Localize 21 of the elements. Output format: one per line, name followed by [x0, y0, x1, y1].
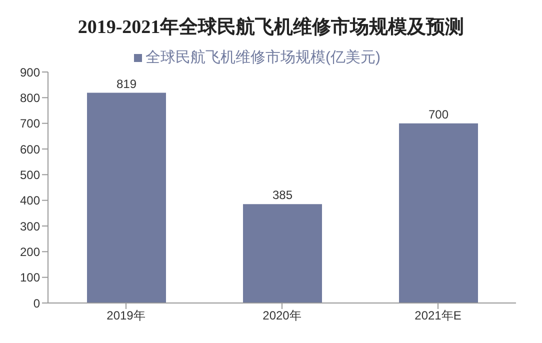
y-tick-label: 800	[20, 90, 40, 105]
data-label: 700	[428, 107, 449, 122]
x-tick-label: 2021年E	[414, 308, 462, 323]
legend-label: 全球民航飞机维修市场规模(亿美元)	[146, 49, 380, 66]
y-tick-label: 0	[33, 296, 40, 310]
y-tick-label: 600	[20, 142, 40, 156]
data-label: 385	[272, 188, 293, 202]
y-tick-label: 500	[20, 168, 40, 182]
chart-title: 2019-2021年全球民航飞机维修市场规模及预测	[76, 16, 466, 40]
bar	[243, 204, 322, 303]
data-label: 819	[116, 76, 137, 91]
x-tick-label: 2019年	[106, 308, 146, 323]
y-tick-label: 100	[20, 270, 40, 285]
y-tick-label: 300	[20, 219, 40, 234]
bar	[399, 123, 478, 303]
y-tick-label: 200	[20, 244, 40, 259]
y-tick-label: 400	[20, 194, 40, 208]
bar	[87, 92, 166, 303]
x-tick-label: 2020年	[262, 308, 302, 323]
y-tick-label: 700	[20, 116, 40, 131]
y-tick-label: 900	[20, 65, 40, 80]
